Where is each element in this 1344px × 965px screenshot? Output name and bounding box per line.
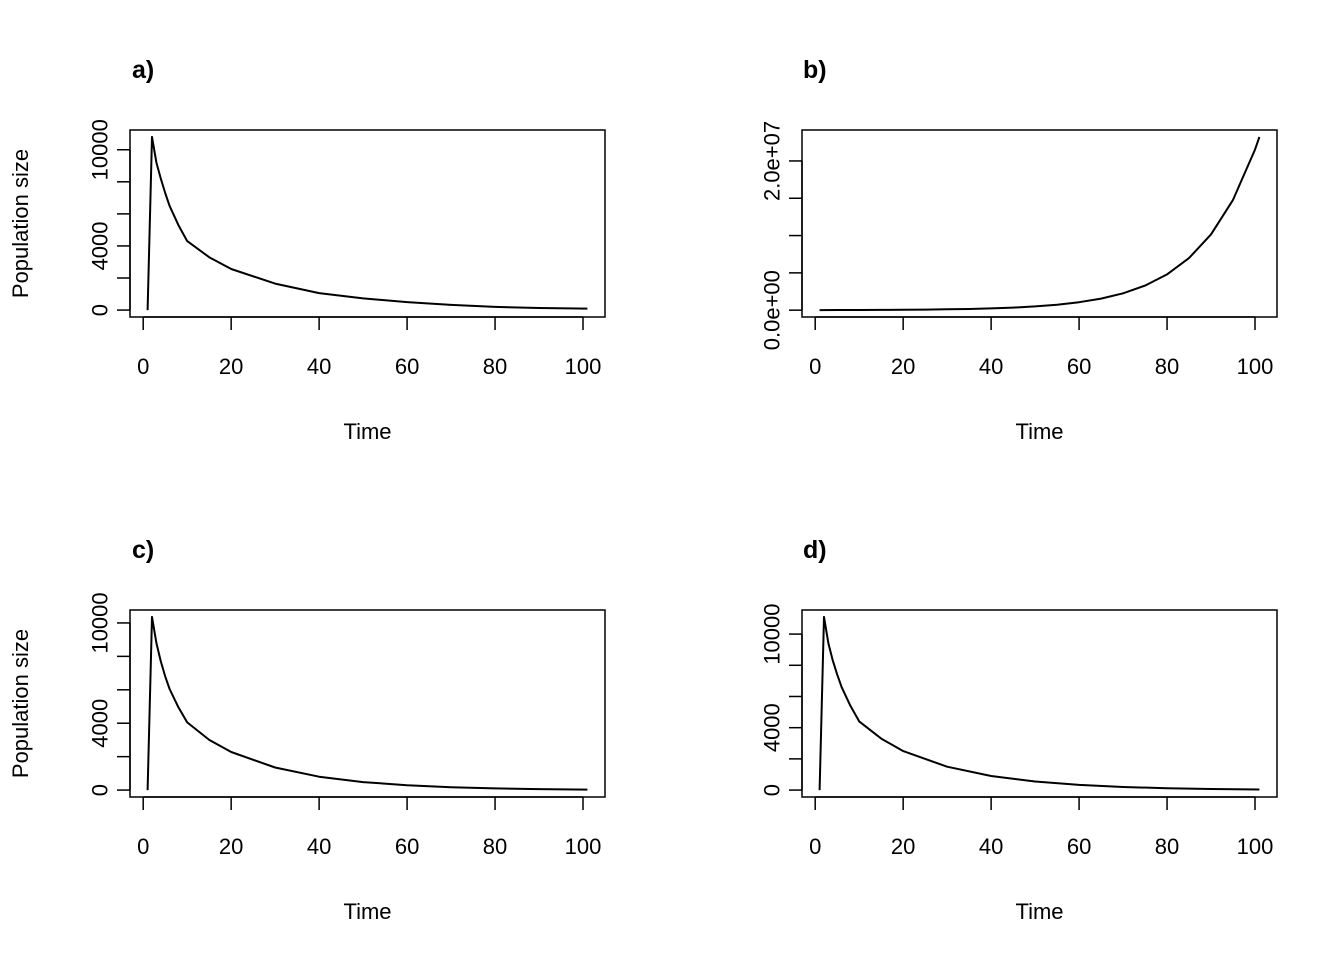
x-tick-label: 20 bbox=[891, 834, 915, 859]
x-tick-label: 20 bbox=[219, 354, 243, 379]
x-tick-label: 40 bbox=[307, 834, 331, 859]
series-line bbox=[818, 615, 1260, 791]
y-tick-label: 0 bbox=[88, 784, 113, 796]
x-tick-label: 40 bbox=[979, 834, 1003, 859]
y-tick-label: 10000 bbox=[760, 603, 785, 664]
x-axis-label: Time bbox=[1015, 899, 1063, 924]
x-tick-label: 0 bbox=[809, 354, 821, 379]
x-tick-label: 40 bbox=[307, 354, 331, 379]
plot-frame bbox=[801, 129, 1278, 318]
x-tick-label: 60 bbox=[395, 354, 419, 379]
plot-frame bbox=[801, 609, 1278, 798]
y-tick-label: 10000 bbox=[88, 592, 113, 653]
x-tick-label: 0 bbox=[137, 834, 149, 859]
x-tick-label: 100 bbox=[1237, 354, 1274, 379]
plot-frame bbox=[129, 609, 606, 798]
x-axis-label: Time bbox=[343, 899, 391, 924]
x-tick-label: 60 bbox=[1067, 834, 1091, 859]
y-tick-label: 0 bbox=[760, 784, 785, 796]
panel-c: 0 20 40 60 80 100 0 4000 10000 Time Population siz… bbox=[8, 536, 606, 924]
x-tick-label: 80 bbox=[483, 834, 507, 859]
panel-title: d) bbox=[803, 536, 827, 564]
x-tick-label: 60 bbox=[395, 834, 419, 859]
series-line bbox=[146, 615, 588, 791]
x-tick-label: 20 bbox=[891, 354, 915, 379]
y-tick-label: 4000 bbox=[88, 221, 113, 270]
y-tick-label: 2.0e+07 bbox=[760, 121, 785, 201]
panel-title: b) bbox=[803, 56, 827, 84]
series-line bbox=[146, 135, 588, 311]
x-axis-label: Time bbox=[1015, 419, 1063, 444]
y-tick-label: 0 bbox=[88, 304, 113, 316]
x-tick-label: 100 bbox=[565, 354, 602, 379]
series-line bbox=[819, 136, 1261, 312]
x-tick-label: 40 bbox=[979, 354, 1003, 379]
x-tick-label: 20 bbox=[219, 834, 243, 859]
x-tick-label: 80 bbox=[483, 354, 507, 379]
x-tick-label: 100 bbox=[565, 834, 602, 859]
panel-title: a) bbox=[132, 56, 154, 84]
y-tick-label: 4000 bbox=[88, 699, 113, 748]
y-tick-label: 0.0e+00 bbox=[760, 270, 785, 350]
y-tick-label: 4000 bbox=[760, 703, 785, 752]
x-tick-label: 0 bbox=[137, 354, 149, 379]
y-axis-label: Population size bbox=[8, 629, 33, 778]
y-tick-label: 10000 bbox=[88, 119, 113, 180]
y-axis-label: Population size bbox=[8, 149, 33, 298]
x-tick-label: 0 bbox=[809, 834, 821, 859]
panel-b: 0 20 40 60 80 100 0.0e+00 2.0e+07 Time b) bbox=[760, 56, 1278, 444]
plot-frame bbox=[129, 129, 606, 318]
x-tick-label: 80 bbox=[1155, 354, 1179, 379]
x-tick-label: 100 bbox=[1237, 834, 1274, 859]
x-tick-label: 60 bbox=[1067, 354, 1091, 379]
panel-a: 0 20 40 60 80 100 0 4000 10000 Time Population siz… bbox=[8, 56, 606, 444]
panel-d: 0 20 40 60 80 100 0 4000 10000 Time d) bbox=[760, 536, 1278, 924]
x-axis-label: Time bbox=[343, 419, 391, 444]
x-tick-label: 80 bbox=[1155, 834, 1179, 859]
panel-title: c) bbox=[132, 536, 154, 564]
